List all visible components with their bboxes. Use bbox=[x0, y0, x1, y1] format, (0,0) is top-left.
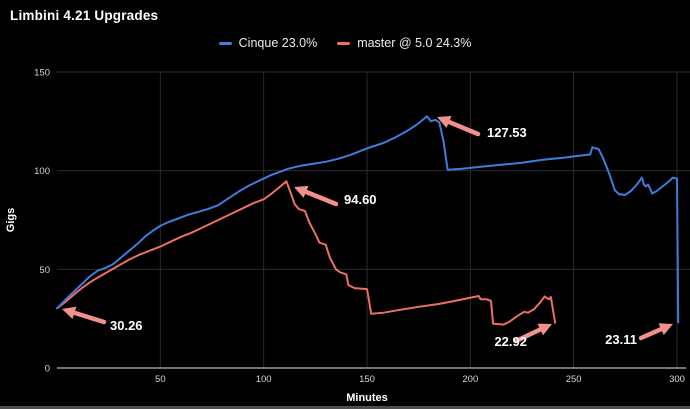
y-tick-label: 0 bbox=[45, 364, 50, 375]
x-tick-label: 250 bbox=[566, 374, 582, 385]
annotation-label: 94.60 bbox=[344, 192, 377, 207]
annotation-arrowhead-icon bbox=[537, 323, 552, 336]
x-tick-label: 100 bbox=[256, 374, 272, 385]
annotation-label: 127.53 bbox=[487, 125, 527, 140]
legend-item-master[interactable]: master @ 5.0 24.3% bbox=[337, 36, 471, 50]
annotation-label: 23.11 bbox=[605, 332, 637, 347]
annotation-arrow bbox=[443, 118, 481, 137]
annotation-arrow bbox=[300, 188, 339, 207]
annotation-arrowhead-icon bbox=[62, 306, 77, 320]
horizontal-scrollbar[interactable] bbox=[0, 406, 690, 409]
series-line-master[interactable] bbox=[56, 180, 557, 326]
x-tick-label: 150 bbox=[359, 374, 375, 385]
x-tick-label: 300 bbox=[669, 374, 685, 385]
chart-title: Limbini 4.21 Upgrades bbox=[10, 8, 159, 23]
y-axis-title: Gigs bbox=[5, 208, 17, 232]
annotation-label: 30.26 bbox=[110, 318, 143, 333]
legend-dash-red-icon bbox=[337, 41, 351, 45]
annotation-arrow bbox=[513, 325, 547, 344]
legend-item-cinque[interactable]: Cinque 23.0% bbox=[218, 36, 318, 50]
legend-label: Cinque 23.0% bbox=[238, 36, 318, 50]
annotation-arrowhead-icon bbox=[658, 323, 673, 336]
annotation-label: 22.92 bbox=[494, 334, 527, 349]
annotation-arrowhead-icon bbox=[437, 115, 452, 128]
x-tick-label: 200 bbox=[462, 374, 478, 385]
annotation-arrow bbox=[638, 325, 668, 341]
y-tick-label: 100 bbox=[34, 166, 50, 177]
y-tick-label: 150 bbox=[34, 68, 50, 79]
legend-dash-blue-icon bbox=[218, 41, 232, 45]
legend: Cinque 23.0% master @ 5.0 24.3% bbox=[0, 36, 690, 50]
x-tick-label: 50 bbox=[155, 374, 166, 385]
annotation-arrowhead-icon bbox=[294, 185, 309, 198]
x-axis-title: Minutes bbox=[346, 392, 388, 404]
series-line-cinque[interactable] bbox=[56, 115, 680, 324]
annotation-arrow bbox=[68, 309, 107, 325]
y-tick-label: 50 bbox=[39, 265, 50, 276]
legend-label: master @ 5.0 24.3% bbox=[357, 36, 472, 50]
